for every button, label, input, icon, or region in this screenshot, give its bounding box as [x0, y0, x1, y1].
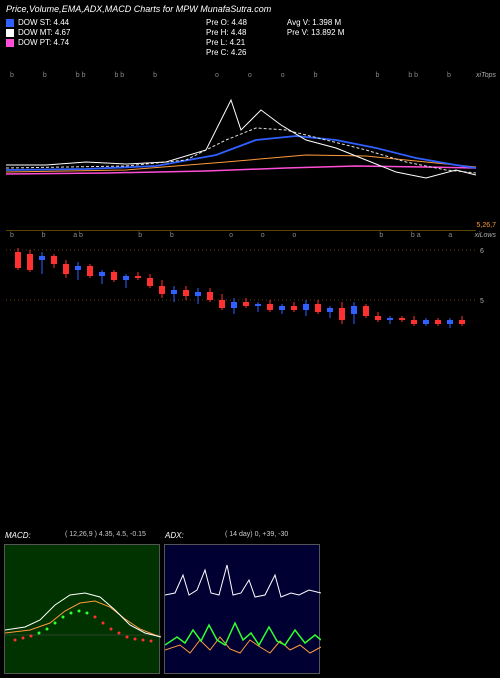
- ema-panel: xiTops bbb bb bbooobbb bb: [0, 70, 500, 220]
- adx-svg: [165, 545, 321, 675]
- svg-text:6: 6: [480, 248, 484, 255]
- legend-swatch: [6, 19, 14, 27]
- prev-vol: Pre V: 13.892 M: [287, 28, 345, 37]
- legend-label: DOW PT: 4.74: [18, 38, 69, 47]
- legend-swatch: [6, 39, 14, 47]
- bottom-panels: MACD: ( 12,26,9 ) 4.35, 4.5, -0.15 ADX: …: [0, 540, 500, 678]
- prev-low: Pre L: 4.21: [206, 38, 247, 47]
- prev-close: Pre C: 4.26: [206, 48, 247, 57]
- avg-vol: Avg V: 1.398 M: [287, 18, 345, 27]
- adx-sub: ( 14 day) 0, +39, -30: [225, 531, 288, 538]
- legend-block: DOW ST: 4.44DOW MT: 4.67DOW PT: 4.74: [6, 18, 206, 58]
- candle-markers: bba bbbooobb aa: [10, 232, 480, 242]
- legend-swatch: [6, 29, 14, 37]
- stats-block: Pre O: 4.48 Pre H: 4.48 Pre L: 4.21 Pre …: [206, 18, 344, 58]
- legend-item: DOW PT: 4.74: [6, 38, 206, 47]
- chart-header: Price,Volume,EMA,ADX,MACD Charts for MPW…: [0, 0, 500, 60]
- macd-panel: MACD: ( 12,26,9 ) 4.35, 4.5, -0.15: [4, 544, 160, 674]
- legend-item: DOW ST: 4.44: [6, 18, 206, 27]
- top-markers: bbb bb bbooobbb bb: [10, 72, 480, 82]
- page-title: Price,Volume,EMA,ADX,MACD Charts for MPW…: [6, 4, 494, 14]
- mid-label: 5,26,7: [477, 222, 496, 229]
- macd-title: MACD:: [5, 531, 31, 540]
- legend-item: DOW MT: 4.67: [6, 28, 206, 37]
- svg-text:5: 5: [480, 298, 484, 305]
- candle-panel: xiLows 5,26,7 bba bbbooobb aa 65: [0, 230, 500, 340]
- adx-panel: ADX: ( 14 day) 0, +39, -30: [164, 544, 320, 674]
- legend-label: DOW MT: 4.67: [18, 28, 70, 37]
- adx-title: ADX:: [165, 531, 184, 540]
- macd-sub: ( 12,26,9 ) 4.35, 4.5, -0.15: [65, 531, 146, 538]
- ema-svg: [6, 70, 486, 210]
- prev-open: Pre O: 4.48: [206, 18, 247, 27]
- prev-high: Pre H: 4.48: [206, 28, 247, 37]
- legend-label: DOW ST: 4.44: [18, 18, 69, 27]
- candle-svg: 65: [6, 230, 486, 330]
- macd-svg: [5, 545, 161, 675]
